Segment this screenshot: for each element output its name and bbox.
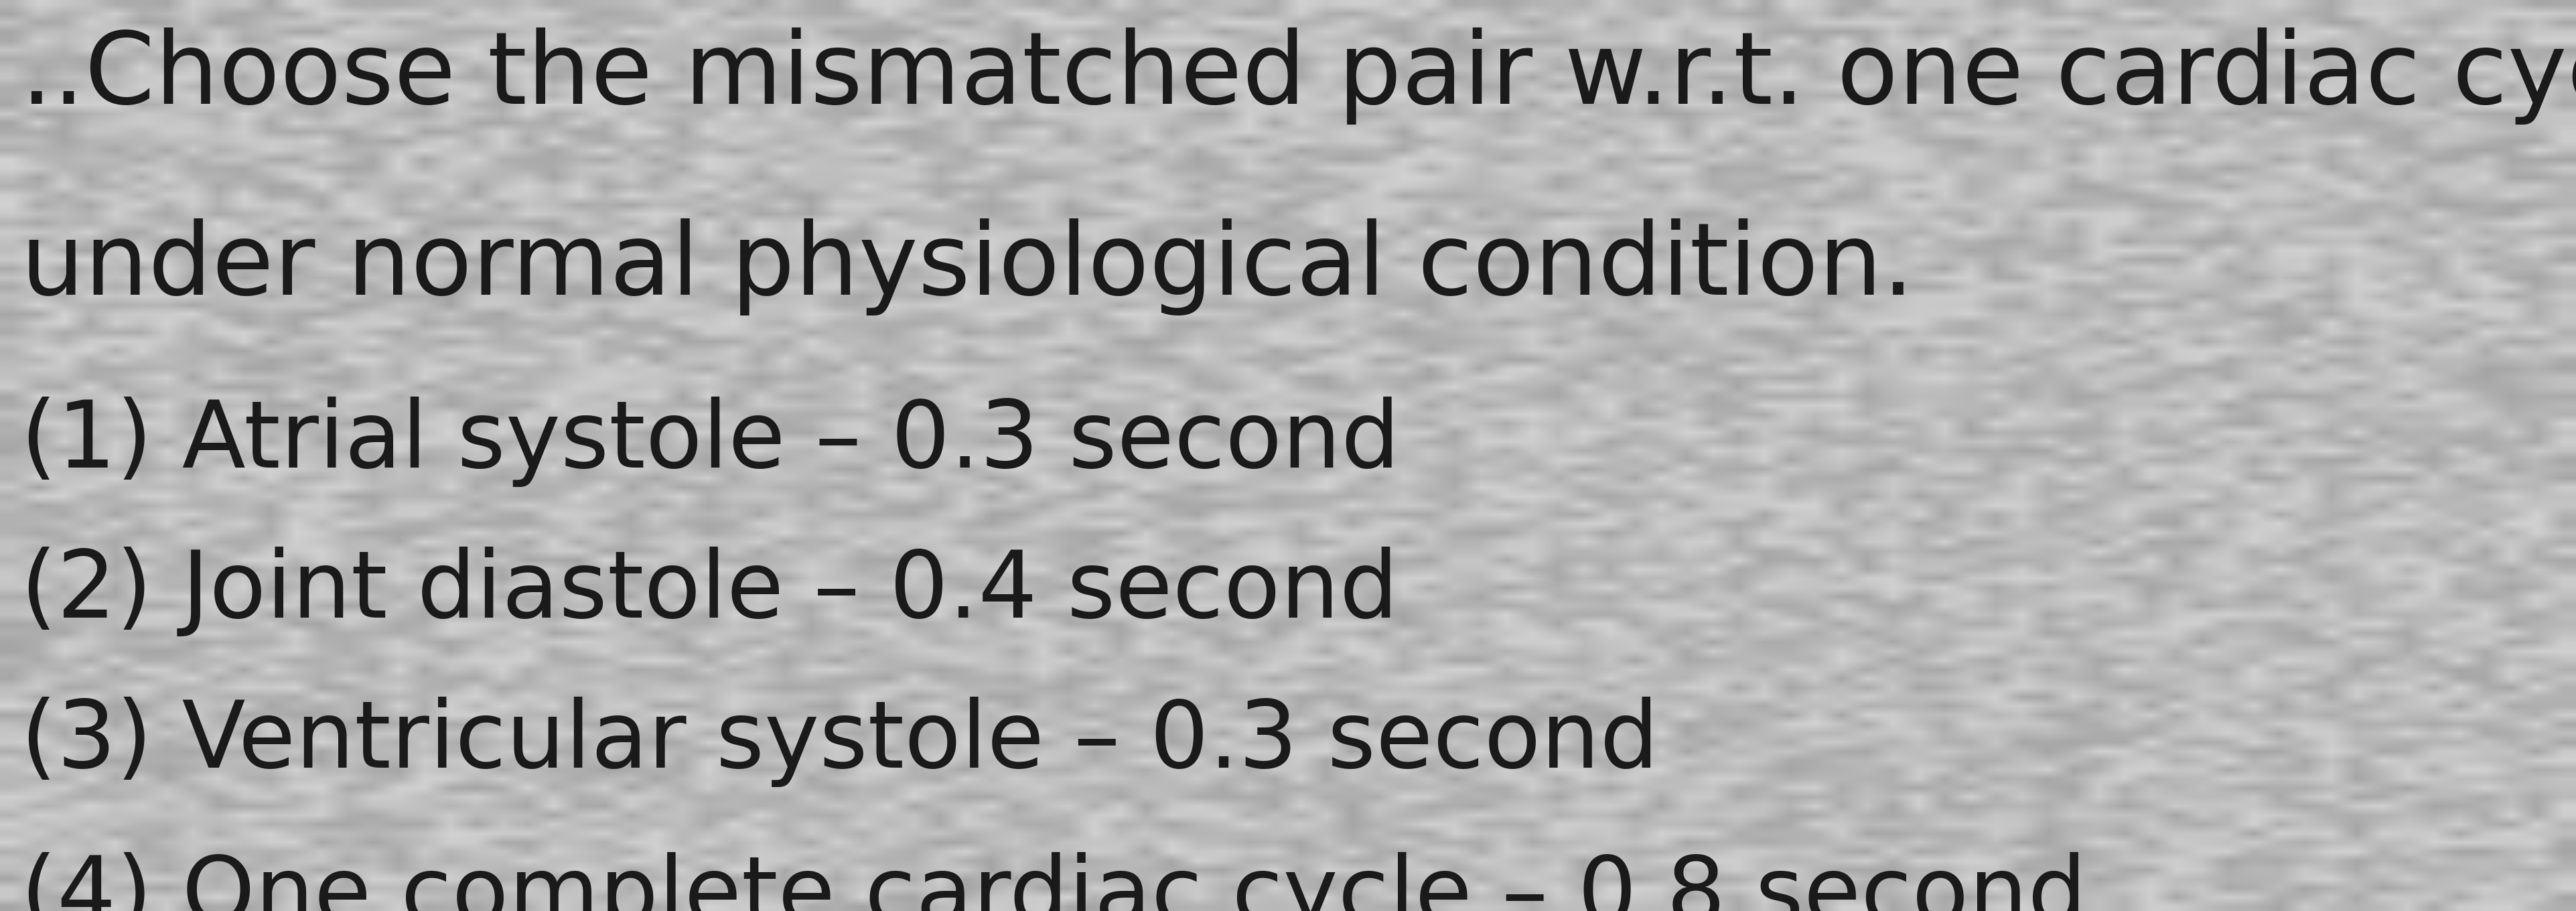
Text: (3) Ventricular systole – 0.3 second: (3) Ventricular systole – 0.3 second [21,697,1659,787]
Text: ..Choose the mismatched pair w.r.t. one cardiac cycle: ..Choose the mismatched pair w.r.t. one … [21,27,2576,125]
Text: (1) Atrial systole – 0.3 second: (1) Atrial systole – 0.3 second [21,396,1399,486]
Text: (2) Joint diastole – 0.4 second: (2) Joint diastole – 0.4 second [21,547,1399,637]
Text: (4) One complete cardiac cycle – 0.8 second: (4) One complete cardiac cycle – 0.8 sec… [21,852,2087,911]
Text: under normal physiological condition.: under normal physiological condition. [21,219,1914,316]
